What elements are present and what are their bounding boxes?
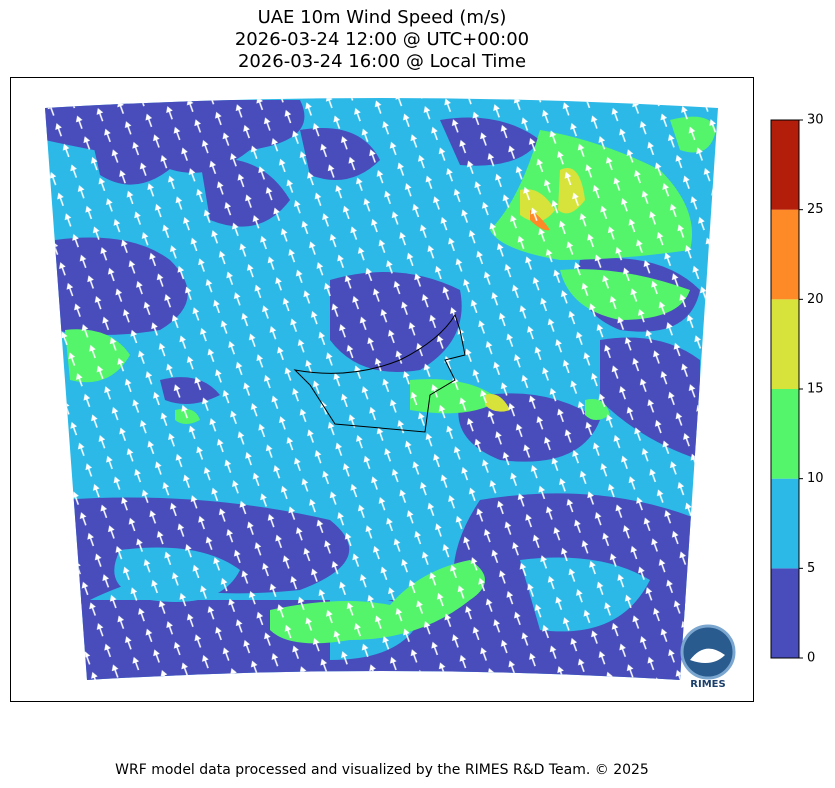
logo: RIMES bbox=[680, 624, 736, 690]
colorbar: 0 5 10 15 20 25 30 bbox=[770, 113, 824, 666]
colorbar-segment bbox=[771, 478, 799, 569]
colorbar-tick-label: 10 bbox=[807, 471, 824, 486]
map-frame bbox=[10, 77, 754, 702]
colorbar-segment bbox=[771, 568, 799, 658]
title-line: UAE 10m Wind Speed (m/s) bbox=[258, 7, 507, 28]
colorbar-tick-label: 5 bbox=[807, 561, 815, 576]
colorbar-tick-label: 25 bbox=[807, 202, 824, 217]
logo-text: RIMES bbox=[690, 679, 725, 690]
uae-boundary bbox=[293, 313, 466, 433]
colorbar-segment bbox=[771, 120, 799, 210]
colorbar-segment bbox=[771, 209, 799, 300]
footer: WRF model data processed and visualized … bbox=[115, 762, 649, 778]
colorbar-segment bbox=[771, 299, 799, 389]
wind-field bbox=[45, 98, 718, 680]
title-line: 2026-03-24 16:00 @ Local Time bbox=[238, 51, 526, 72]
wind-vectors bbox=[45, 98, 718, 680]
title-line: 2026-03-24 12:00 @ UTC+00:00 bbox=[235, 29, 529, 50]
colorbar-segment bbox=[771, 389, 799, 479]
colorbar-tick-label: 15 bbox=[807, 382, 824, 397]
colorbar-tick-label: 20 bbox=[807, 292, 824, 307]
colorbar-tick-label: 30 bbox=[807, 113, 824, 128]
colorbar-tick-label: 0 bbox=[807, 651, 815, 666]
